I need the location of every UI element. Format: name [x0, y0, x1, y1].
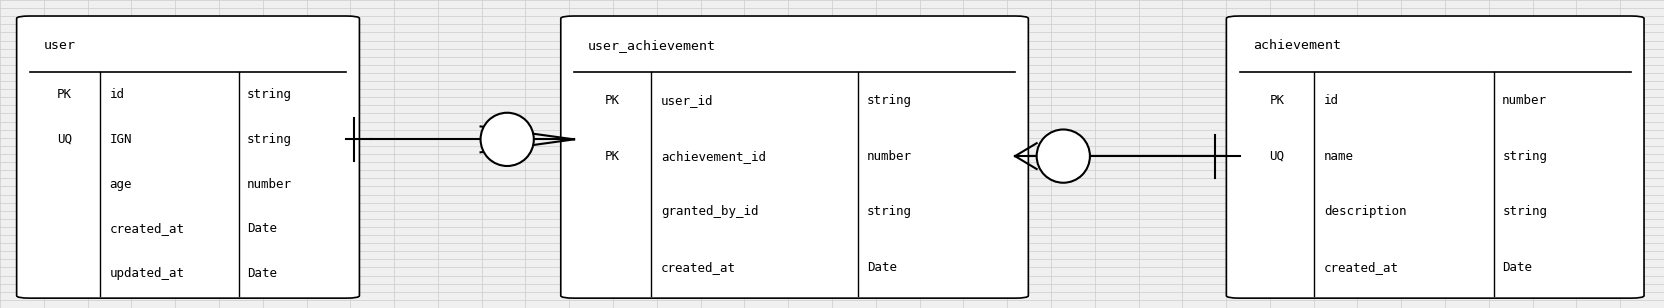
Text: created_at: created_at [661, 261, 735, 274]
FancyBboxPatch shape [17, 16, 359, 298]
Text: name: name [1325, 150, 1354, 163]
Text: id: id [110, 88, 125, 101]
Text: id: id [1325, 94, 1340, 107]
FancyBboxPatch shape [1226, 16, 1644, 298]
Ellipse shape [1037, 129, 1090, 183]
Text: string: string [246, 88, 291, 101]
Text: achievement_id: achievement_id [661, 150, 765, 163]
Ellipse shape [481, 113, 534, 166]
Text: granted_by_id: granted_by_id [661, 205, 759, 218]
Text: achievement: achievement [1253, 39, 1341, 52]
Text: created_at: created_at [110, 222, 185, 235]
Text: number: number [246, 177, 291, 191]
Text: string: string [1503, 205, 1548, 218]
Text: UQ: UQ [57, 133, 72, 146]
Text: IGN: IGN [110, 133, 131, 146]
Text: string: string [246, 133, 291, 146]
FancyBboxPatch shape [561, 16, 1028, 298]
Text: user_achievement: user_achievement [587, 39, 716, 52]
Text: user_id: user_id [661, 94, 714, 107]
Text: string: string [1503, 150, 1548, 163]
Text: updated_at: updated_at [110, 267, 185, 280]
Text: UQ: UQ [1270, 150, 1285, 163]
Text: created_at: created_at [1325, 261, 1399, 274]
Text: user: user [43, 39, 75, 52]
Text: Date: Date [867, 261, 897, 274]
Text: PK: PK [1270, 94, 1285, 107]
Text: age: age [110, 177, 131, 191]
Text: PK: PK [57, 88, 72, 101]
Text: Date: Date [246, 222, 276, 235]
Text: number: number [1503, 94, 1548, 107]
Text: Date: Date [1503, 261, 1533, 274]
Text: string: string [867, 94, 912, 107]
Text: number: number [867, 150, 912, 163]
Text: description: description [1325, 205, 1406, 218]
Text: Date: Date [246, 267, 276, 280]
Text: string: string [867, 205, 912, 218]
Text: PK: PK [606, 150, 621, 163]
Text: PK: PK [606, 94, 621, 107]
